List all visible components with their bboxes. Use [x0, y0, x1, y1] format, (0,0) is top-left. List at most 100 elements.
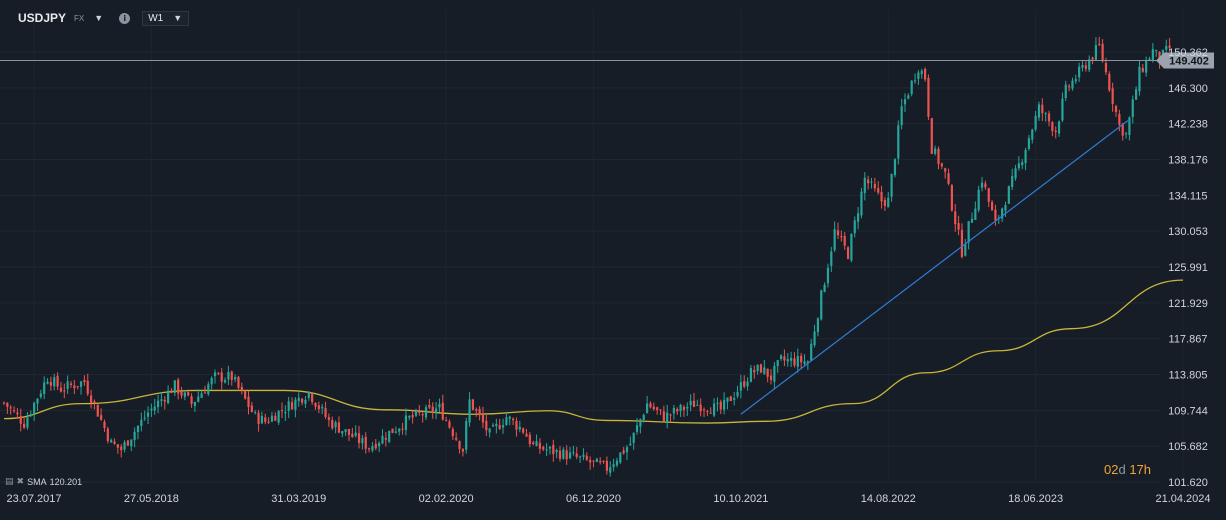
candle-body [749, 367, 753, 382]
candle-body [702, 409, 706, 411]
candle-body [183, 392, 186, 397]
x-tick-label: 23.07.2017 [6, 493, 61, 505]
candle-body [254, 412, 257, 414]
candle-body [160, 399, 163, 401]
candle-body [512, 418, 515, 421]
candle-body [116, 444, 119, 448]
x-tick-label: 14.08.2022 [861, 493, 916, 505]
candle-body [830, 251, 833, 266]
candle-body [123, 442, 126, 450]
candle-body [19, 416, 22, 424]
candle-body [100, 415, 103, 420]
x-axis[interactable]: 23.07.2017 27.05.2018 31.03.2019 02.02.2020… [6, 493, 1210, 505]
candle-body [940, 163, 943, 167]
candle-body [1037, 104, 1041, 118]
candle-body [294, 399, 297, 410]
candle-body [568, 452, 572, 459]
candle-body [552, 444, 555, 455]
candle-body [357, 433, 361, 443]
candle-body [136, 426, 140, 433]
candle-body [585, 455, 588, 460]
candle-body [826, 267, 830, 284]
candle-body [501, 425, 505, 428]
candle-body [1007, 186, 1010, 204]
candle-body [304, 399, 307, 404]
candle-body [1034, 115, 1037, 130]
candle-body [394, 431, 397, 433]
candle-body [431, 406, 434, 413]
candle-body [850, 233, 853, 261]
settings-icon[interactable]: ▤ [5, 476, 14, 486]
candle-body [994, 209, 997, 221]
countdown-day-unit: d [1118, 462, 1126, 477]
candle-body [873, 183, 876, 189]
candle-body [153, 406, 156, 411]
candle-body [404, 415, 408, 431]
candle-body [689, 400, 692, 406]
candle-body [645, 403, 649, 414]
candle-body [632, 432, 635, 443]
candle-body [307, 391, 310, 398]
candle-body [522, 428, 525, 433]
candle-body [1057, 121, 1061, 134]
candle-body [692, 400, 696, 407]
candle-body [1165, 46, 1168, 50]
candle-body [237, 376, 240, 388]
candle-body [1138, 66, 1141, 92]
candle-body [264, 417, 267, 422]
candle-body [558, 450, 562, 459]
candle-body [1145, 60, 1148, 73]
candle-body [317, 405, 320, 410]
candle-body [1148, 58, 1151, 61]
y-tick-label: 113.805 [1169, 370, 1208, 382]
candle-body [398, 428, 401, 432]
candle-body [89, 395, 93, 403]
candle-body [753, 370, 756, 373]
candle-body [130, 439, 133, 447]
candle-body [297, 397, 300, 402]
candle-body [378, 443, 381, 447]
close-icon[interactable]: ✖ [16, 476, 25, 486]
candle-body [930, 118, 933, 154]
candle-body [990, 202, 994, 211]
candle-body [528, 434, 531, 445]
candle-body [227, 372, 230, 380]
candle-body [1108, 73, 1111, 91]
x-tick-label: 06.12.2020 [566, 493, 621, 505]
candle-body [709, 412, 712, 414]
info-icon[interactable]: i [119, 12, 131, 24]
candle-body [79, 381, 83, 387]
candle-body [2, 402, 6, 404]
candle-body [1104, 62, 1108, 73]
y-axis[interactable]: 150.362 146.300 142.238 138.176 134.115 130.0… [1168, 47, 1208, 489]
candle-body [156, 400, 160, 408]
sma-layer [3, 279, 1184, 424]
candle-body [612, 464, 615, 468]
candle-body [1011, 176, 1014, 187]
candle-body [615, 460, 619, 466]
candle-body [93, 401, 96, 403]
candle-body [26, 417, 29, 428]
candle-body [445, 419, 448, 421]
candle-body [1098, 43, 1101, 45]
timeframe-select[interactable]: W1 ▼ [142, 10, 190, 26]
candle-body [934, 148, 937, 154]
symbol-label[interactable]: USDJPY [18, 11, 67, 25]
candle-body [974, 208, 977, 221]
candle-body [327, 417, 330, 420]
y-tick-label: 150.362 [1168, 47, 1208, 59]
candle-body [1068, 86, 1071, 88]
candle-body [719, 401, 722, 410]
candle-body [83, 379, 86, 383]
candle-body [488, 428, 491, 433]
last-price-label: 149.402 [1169, 55, 1209, 67]
candle-body [793, 358, 796, 366]
trendline[interactable] [740, 119, 1129, 415]
bar-countdown: 02d 17h [1104, 462, 1151, 477]
candle-body [937, 148, 940, 165]
symbol-dropdown-icon[interactable]: ▼ [94, 13, 104, 23]
trendline-layer[interactable] [740, 119, 1129, 415]
candle-body [649, 403, 652, 408]
